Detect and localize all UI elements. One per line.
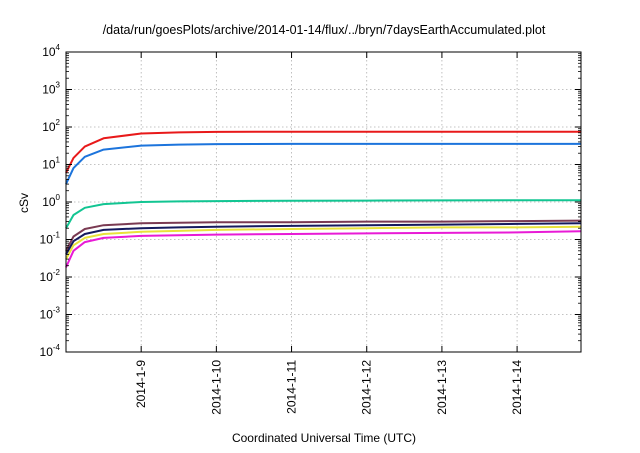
- x-axis-label: Coordinated Universal Time (UTC): [232, 431, 416, 445]
- x-tick-label: 2014-1-11: [285, 360, 299, 414]
- chart-title: /data/run/goesPlots/archive/2014-01-14/f…: [103, 23, 546, 37]
- y-tick-label: 104: [42, 43, 60, 59]
- x-tick-label: 2014-1-12: [360, 360, 374, 415]
- y-tick-label: 10-3: [40, 306, 61, 322]
- series-line-blue: [65, 142, 581, 185]
- series-line-magenta: [65, 230, 582, 268]
- grid: [66, 52, 581, 352]
- series-line-navy: [65, 222, 582, 255]
- y-tick-label: 101: [42, 156, 60, 172]
- y-tick-label: 10-4: [40, 343, 61, 359]
- y-axis-label: cSv: [17, 193, 31, 213]
- series-line-yellow: [65, 225, 582, 260]
- x-tick-label: 2014-1-9: [134, 360, 148, 408]
- y-tick-label: 10-2: [40, 268, 61, 284]
- y-tick-labels: 10-4 10-3 10-2 10-1 100 101 102 103 104: [40, 43, 61, 359]
- y-tick-label: 103: [42, 81, 60, 97]
- series-line-red: [65, 130, 581, 174]
- series-line-maroon: [65, 219, 582, 252]
- y-tick-label: 10-1: [40, 231, 61, 247]
- x-tick-label: 2014-1-13: [435, 360, 449, 415]
- x-tick-labels: 2014-1-9 2014-1-10 2014-1-11 2014-1-12 2014-…: [134, 360, 524, 415]
- x-tick-label: 2014-1-14: [510, 360, 524, 415]
- y-tick-label: 102: [42, 118, 60, 134]
- series-lines: [65, 130, 582, 268]
- x-tick-label: 2014-1-10: [209, 360, 223, 415]
- series-line-green: [65, 199, 582, 229]
- ticks: [66, 51, 581, 353]
- y-tick-label: 100: [42, 193, 60, 209]
